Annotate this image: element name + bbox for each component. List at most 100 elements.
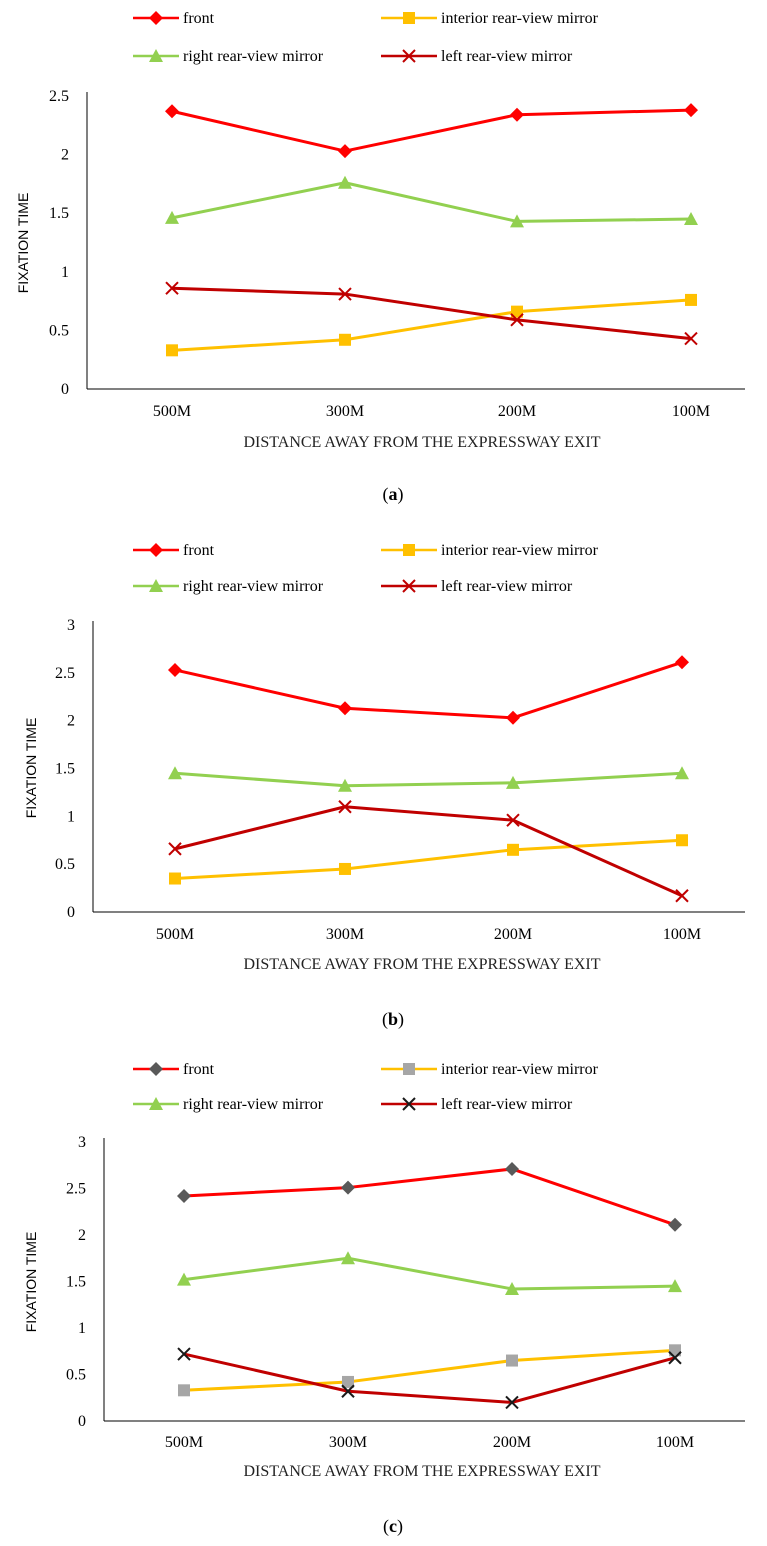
data-point-left <box>684 331 698 346</box>
data-point-front <box>510 107 524 122</box>
y-tick-label: 2 <box>61 147 69 164</box>
x-tick-label: 200M <box>494 926 532 943</box>
data-point-front <box>341 1180 355 1195</box>
y-axis-label: FIXATION TIME <box>15 193 31 294</box>
series-line-interior <box>174 838 683 881</box>
series-line-right <box>174 771 683 788</box>
data-point-front <box>338 144 352 159</box>
legend-label-left: left rear-view mirror <box>441 1096 573 1113</box>
y-tick-label: 1 <box>67 808 75 825</box>
data-point-interior <box>669 1344 681 1357</box>
legend-marker-front <box>149 1062 163 1076</box>
chart-panel-c: front interior rear-view mirror right rear… <box>23 1061 745 1537</box>
data-point-front <box>668 1217 682 1232</box>
data-point-left <box>668 1351 682 1365</box>
x-tick-label: 100M <box>663 926 701 943</box>
x-tick-label: 500M <box>165 1434 203 1451</box>
legend-label-right: right rear-view mirror <box>183 48 324 65</box>
data-point-interior <box>339 333 351 346</box>
data-point-right <box>510 214 524 228</box>
figure-caption: (a) <box>383 484 404 505</box>
series-line-front <box>171 108 692 153</box>
legend-label-right: right rear-view mirror <box>183 1096 324 1113</box>
legend-marker-interior <box>403 12 415 24</box>
data-point-right <box>168 766 182 780</box>
data-point-interior <box>506 1354 518 1367</box>
data-point-interior <box>339 862 351 875</box>
legend-marker-interior <box>403 1063 415 1075</box>
y-tick-label: 1 <box>78 1320 86 1337</box>
legend-label-left: left rear-view mirror <box>441 578 573 595</box>
data-point-right <box>506 775 520 789</box>
series-line-left <box>174 805 683 898</box>
legend-marker-front <box>149 543 163 557</box>
legend-marker-interior <box>403 544 415 556</box>
x-axis-label: DISTANCE AWAY FROM THE EXPRESSWAY EXIT <box>243 1463 600 1480</box>
data-point-right <box>341 1251 355 1265</box>
data-point-left <box>506 813 520 827</box>
caption-open-paren: ( <box>383 1516 389 1537</box>
data-point-interior <box>342 1375 354 1388</box>
caption-letter: c <box>389 1516 397 1536</box>
y-tick-label: 0 <box>61 381 69 398</box>
legend-marker-left <box>402 1097 416 1111</box>
data-point-left <box>505 1395 519 1410</box>
x-tick-label: 300M <box>329 1434 367 1451</box>
y-tick-label: 1.5 <box>49 205 69 222</box>
legend-label-front: front <box>183 10 215 27</box>
legend-label-interior: interior rear-view mirror <box>441 542 599 559</box>
x-tick-label: 200M <box>493 1434 531 1451</box>
y-tick-label: 3 <box>78 1134 86 1151</box>
data-point-right <box>505 1281 519 1295</box>
x-tick-label: 500M <box>153 403 191 420</box>
data-point-right <box>675 766 689 780</box>
series-line-left <box>171 286 692 341</box>
data-point-interior <box>685 293 697 306</box>
y-tick-label: 0.5 <box>55 856 75 873</box>
y-tick-label: 0.5 <box>66 1367 86 1384</box>
legend-marker-left <box>402 579 416 593</box>
legend-label-front: front <box>183 542 215 559</box>
y-tick-label: 1.5 <box>55 761 75 778</box>
y-tick-label: 2.5 <box>55 665 75 682</box>
y-axis-label: FIXATION TIME <box>23 718 39 819</box>
caption-open-paren: ( <box>382 1009 388 1030</box>
data-point-left <box>510 313 524 327</box>
data-point-interior <box>511 305 523 318</box>
x-tick-label: 500M <box>156 926 194 943</box>
series-line-right <box>183 1256 676 1291</box>
y-tick-label: 1 <box>61 264 69 281</box>
caption-close-paren: ) <box>398 484 404 505</box>
y-tick-label: 3 <box>67 617 75 634</box>
x-tick-label: 200M <box>498 403 536 420</box>
x-tick-label: 100M <box>656 1434 694 1451</box>
caption-letter: b <box>388 1009 398 1029</box>
data-point-interior <box>676 834 688 847</box>
data-point-right <box>177 1272 191 1286</box>
y-tick-label: 2.5 <box>49 88 69 105</box>
x-tick-label: 100M <box>672 403 710 420</box>
data-point-front <box>506 710 520 725</box>
caption-letter: a <box>389 484 398 504</box>
legend-marker-right <box>149 1097 163 1110</box>
legend-label-right: right rear-view mirror <box>183 578 324 595</box>
data-point-interior <box>178 1384 190 1397</box>
data-point-front <box>338 701 352 716</box>
data-point-front <box>684 103 698 118</box>
y-tick-label: 0 <box>78 1413 86 1430</box>
y-tick-label: 0.5 <box>49 322 69 339</box>
legend-label-interior: interior rear-view mirror <box>441 1061 599 1078</box>
series-line-front <box>174 660 683 720</box>
x-axis-label: DISTANCE AWAY FROM THE EXPRESSWAY EXIT <box>243 434 600 451</box>
chart-panel-b: front interior rear-view mirror right rear… <box>23 542 745 1030</box>
data-point-left <box>177 1347 191 1361</box>
y-tick-label: 2 <box>78 1227 86 1244</box>
legend-marker-right <box>149 49 163 62</box>
series-line-front <box>183 1167 676 1227</box>
caption-close-paren: ) <box>397 1516 403 1537</box>
data-point-left <box>675 889 689 903</box>
x-axis-label: DISTANCE AWAY FROM THE EXPRESSWAY EXIT <box>243 956 600 973</box>
data-point-right <box>338 175 352 189</box>
data-point-front <box>177 1188 191 1203</box>
